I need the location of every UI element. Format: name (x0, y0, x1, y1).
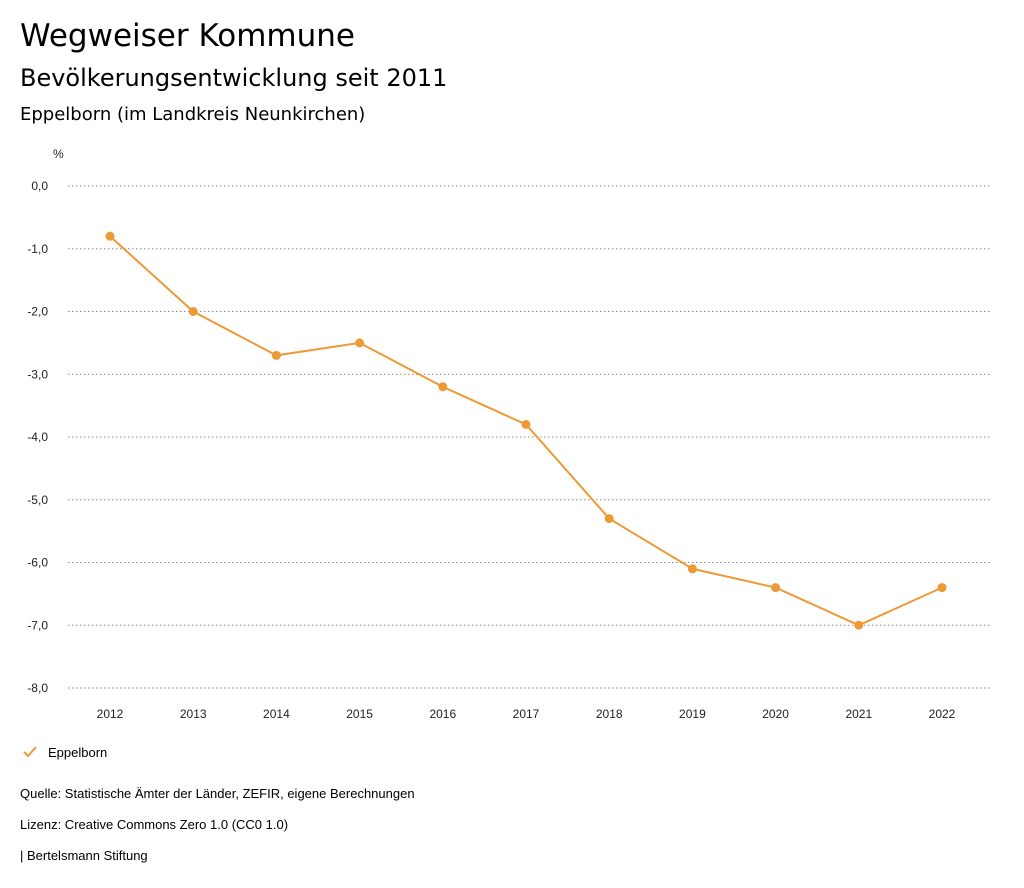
x-tick-label: 2012 (97, 707, 124, 721)
line-chart: % 0,0 -1,0 -2,0 -3,0 -4,0 -5,0 -6,0 -7,0 -8,0 20… (27, 147, 990, 721)
series-line (109, 235, 943, 627)
data-point[interactable] (188, 307, 198, 316)
x-tick-label: 2022 (929, 707, 956, 721)
legend-label: Eppelborn (48, 744, 108, 760)
y-tick-label: -2,0 (27, 305, 48, 319)
y-tick-label: -1,0 (27, 242, 48, 256)
data-point[interactable] (771, 583, 781, 593)
data-point[interactable] (355, 338, 365, 348)
y-axis-unit: % (53, 147, 64, 161)
data-point[interactable] (105, 231, 115, 241)
y-tick-label: -8,0 (27, 681, 48, 695)
x-tick-label: 2015 (346, 707, 373, 721)
data-point[interactable] (604, 514, 614, 524)
x-tick-label: 2014 (263, 707, 290, 721)
data-point[interactable] (937, 583, 947, 593)
y-tick-label: -5,0 (27, 493, 48, 507)
x-tick-label: 2020 (762, 707, 789, 721)
y-tick-label: -7,0 (27, 618, 48, 632)
y-axis-ticks: 0,0 -1,0 -2,0 -3,0 -4,0 -5,0 -6,0 -7,0 -8,0 (27, 179, 48, 695)
x-axis-ticks: 2012 2013 2014 2015 2016 2017 2018 2019 2020 2021… (97, 707, 956, 721)
data-point[interactable] (687, 564, 697, 574)
data-point[interactable] (271, 350, 281, 360)
legend[interactable]: Eppelborn (22, 744, 107, 760)
y-tick-label: -6,0 (27, 556, 48, 570)
x-tick-label: 2018 (596, 707, 623, 721)
y-tick-label: -3,0 (27, 367, 48, 381)
source-note: Quelle: Statistische Ämter der Länder, Z… (20, 786, 415, 801)
x-tick-label: 2017 (513, 707, 540, 721)
checkmark-icon (23, 746, 37, 758)
chart-subtitle: Bevölkerungsentwicklung seit 2011 (20, 64, 448, 92)
x-tick-label: 2016 (429, 707, 456, 721)
data-point[interactable] (521, 419, 531, 429)
x-tick-label: 2013 (180, 707, 207, 721)
y-tick-label: -4,0 (27, 430, 48, 444)
data-series (105, 231, 947, 630)
x-tick-label: 2021 (845, 707, 872, 721)
license-note: Lizenz: Creative Commons Zero 1.0 (CC0 1… (20, 817, 289, 832)
region-label: Eppelborn (im Landkreis Neunkirchen) (20, 104, 366, 125)
organization-note: | Bertelsmann Stiftung (20, 848, 148, 863)
y-tick-label: 0,0 (31, 179, 48, 193)
grid-lines (68, 185, 990, 689)
x-tick-label: 2019 (679, 707, 706, 721)
chart-title: Wegweiser Kommune (20, 18, 355, 54)
data-point[interactable] (854, 620, 864, 630)
data-point[interactable] (438, 382, 448, 392)
